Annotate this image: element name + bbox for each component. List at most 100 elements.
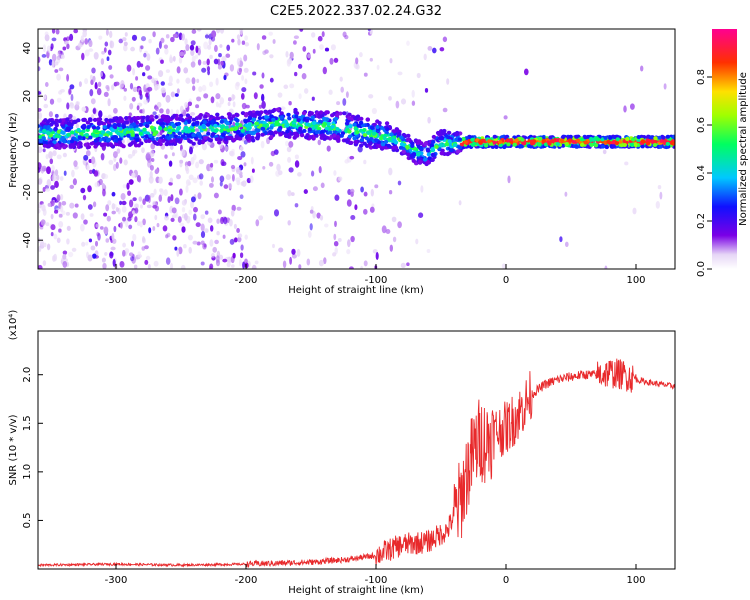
spectrogram-noise-point [223,184,229,189]
spectrogram-noise-point [219,181,223,187]
spectrogram-noise-point [244,78,248,85]
spectrogram-noise-point [109,40,115,49]
spectrogram-noise-point [301,73,307,80]
spectrogram-noise-point [374,184,379,189]
spectrogram-noise-point [129,82,134,90]
spectrogram-noise-point [59,193,64,201]
spectrogram-ridge-point [187,139,192,143]
spectrogram-ridge-point [463,140,468,145]
spectrogram-noise-point [397,180,402,186]
spectrogram-noise-point [179,222,185,227]
spectrogram-noise-point [240,151,246,158]
spectrogram-y-label: Frequency (Hz) [8,112,19,188]
spectrogram-noise-point [144,245,149,250]
spectrogram-ridge-point [216,116,221,121]
spectrogram-x-label: Height of straight line (km) [288,285,424,296]
spectrogram-noise-point [347,239,351,248]
spectrogram-noise-point [225,53,231,58]
spectrogram-noise-point [135,76,139,81]
spectrogram-noise-point [123,95,127,101]
spectrogram-ridge-point [246,126,251,131]
spectrogram-noise-point [131,34,138,41]
spectrogram-noise-point [183,67,189,74]
spectrogram-ridge-point [76,118,81,123]
spectrogram-noise-point [423,53,427,61]
spectrogram-noise-point [99,226,104,230]
spectrogram-ridge-point [419,147,424,152]
spectrogram-noise-point [231,173,235,182]
spectrogram-ridge-point [239,133,245,138]
spectrogram-noise-point [100,153,105,161]
spectrogram-noise-point [222,234,226,239]
spectrogram-noise-point [69,84,75,90]
spectrogram-ridge-point [386,143,391,148]
spectrogram-noise-point [235,81,240,87]
spectrogram-noise-point [188,181,191,186]
spectrogram-ridge-point [102,125,107,129]
spectrogram-ridge-point [611,144,616,149]
spectrogram-ridge-point [219,119,225,124]
spectrogram-noise-point [145,87,150,95]
spectrogram-noise-point [640,65,644,72]
spectrogram-noise-point [232,101,236,108]
spectrogram-noise-point [153,188,157,195]
spectrogram-ridge-point [406,133,411,138]
spectrogram-ridge-point [118,116,123,121]
spectrogram-noise-point [202,242,207,250]
spectrogram-noise-point [198,173,204,180]
spectrogram-ridge-point [503,135,509,140]
spectrogram-noise-point [112,151,118,159]
spectrogram-ridge-point [267,109,272,114]
spectrogram-ridge-point [72,120,77,125]
spectrogram-noise-point [49,158,54,165]
spectrogram-noise-point [85,241,89,246]
spectrogram-ridge-point [210,127,215,132]
spectrogram-noise-point [54,69,59,73]
spectrogram-ridge-point [136,143,141,148]
spectrogram-ridge-point [521,141,527,146]
spectrogram-ridge-point [625,137,630,141]
spectrogram-noise-point [104,251,108,256]
spectrogram-noise-point [40,165,45,174]
spectrogram-noise-point [145,255,151,261]
spectrogram-ridge-point [263,109,268,114]
spectrogram-ridge-point [41,136,46,141]
spectrogram-ridge-point [46,131,51,136]
spectrogram-ridge-point [459,142,464,147]
spectrogram-noise-point [127,190,132,196]
spectrogram-noise-point [249,175,254,184]
spectrogram-noise-point [128,179,134,185]
spectrogram-noise-point [126,64,132,72]
spectrogram-noise-point [192,177,198,184]
x-tick-label: 0 [503,575,509,586]
spectrogram-ridge-point [206,131,211,136]
spectrogram-ridge-point [318,110,324,115]
spectrogram-ridge-point [537,142,542,147]
spectrogram-noise-point [559,236,563,243]
spectrogram-noise-point [115,161,119,169]
spectrogram-noise-point [346,199,352,207]
spectrogram-ridge-point [78,141,83,146]
spectrogram-noise-point [56,73,61,81]
spectrogram-ridge-point [76,127,81,132]
spectrogram-noise-point [194,139,199,148]
x-tick-label: -300 [105,275,128,286]
spectrogram-noise-point [114,81,120,86]
spectrogram-noise-point [363,208,368,215]
spectrogram-noise-point [228,219,233,227]
spectrogram-noise-point [243,162,247,167]
spectrogram-ridge-point [438,143,443,148]
spectrogram-ridge-point [277,127,282,132]
spectrogram-noise-point [222,258,228,263]
spectrogram-noise-point [165,108,170,115]
spectrogram-ridge-point [233,117,239,122]
spectrogram-noise-point [139,89,142,96]
spectrogram-noise-point [134,207,139,214]
spectrogram-noise-point [92,75,96,83]
spectrogram-noise-point [97,232,101,241]
spectrogram-noise-point [61,210,66,216]
spectrogram-noise-point [142,218,146,226]
spectrogram-noise-point [238,67,242,73]
spectrogram-ridge-point [177,131,182,136]
spectrogram-noise-point [170,217,175,223]
